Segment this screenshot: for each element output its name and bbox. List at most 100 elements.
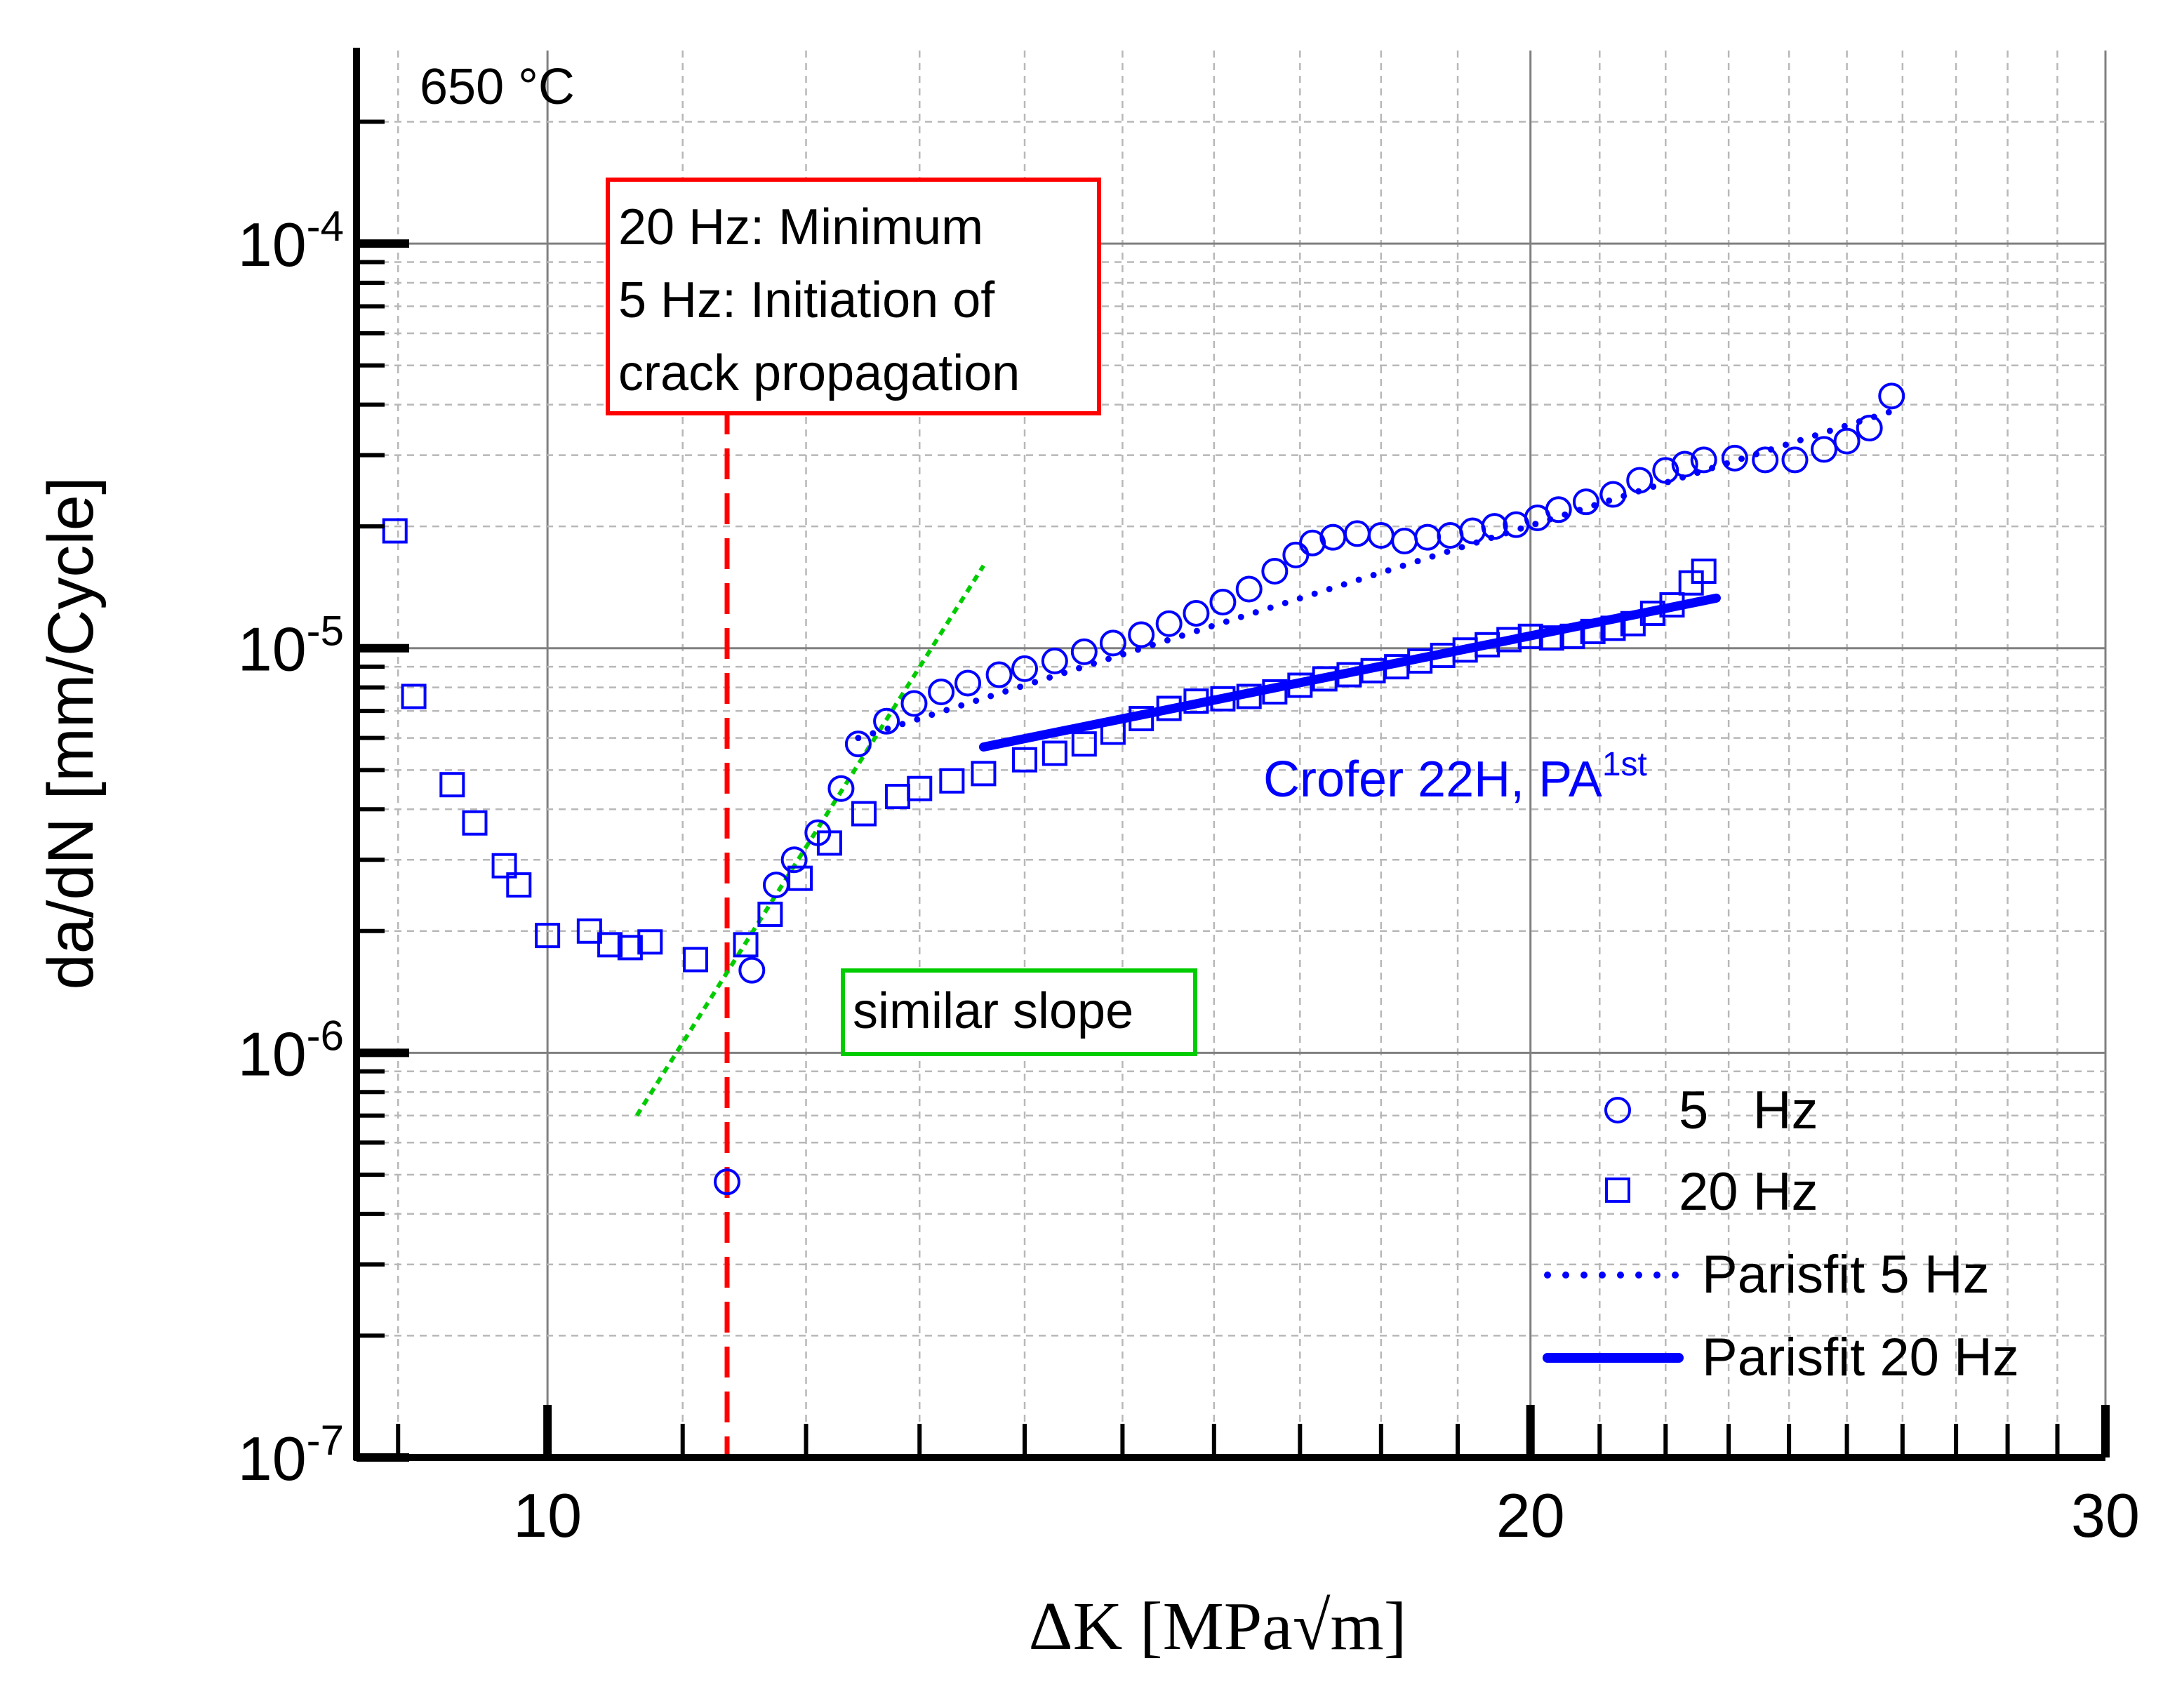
point-20hz: [1659, 592, 1685, 618]
point-5hz: [873, 707, 900, 735]
x-tick-label: 10: [513, 1481, 582, 1550]
point-20hz: [1210, 686, 1236, 712]
fit-lines: [855, 408, 1895, 752]
x-tick-labels: 10 20 30: [513, 1481, 2140, 1550]
y-axis-title: da/dN [mm/Cycle]: [35, 476, 107, 989]
point-5hz: [1099, 629, 1126, 657]
point-5hz: [1459, 517, 1486, 545]
guide-lines: [634, 403, 985, 1457]
y-tick-exponent: -5: [307, 608, 344, 655]
point-20hz: [733, 932, 759, 958]
point-5hz: [1041, 647, 1068, 674]
point-5hz: [1833, 427, 1861, 455]
point-5hz: [1299, 529, 1326, 556]
point-20hz: [1600, 615, 1626, 641]
point-20hz: [1012, 747, 1038, 773]
point-5hz: [1652, 457, 1679, 484]
parisfit-20hz-line: [978, 593, 1721, 752]
point-20hz: [1156, 695, 1182, 721]
red-box-line-1: 20 Hz: Minimum: [618, 199, 983, 255]
y-tick-labels: 10-710-610-510-4: [238, 203, 344, 1493]
point-5hz: [1414, 523, 1442, 551]
point-5hz: [1752, 446, 1779, 474]
point-5hz: [1572, 488, 1599, 516]
point-20hz: [1580, 618, 1606, 644]
point-20hz: [597, 932, 623, 958]
point-20hz: [1100, 719, 1126, 745]
point-20hz: [757, 901, 783, 927]
y-tick-exponent: -4: [307, 203, 344, 250]
point-5hz: [900, 690, 928, 717]
point-20hz: [884, 784, 910, 810]
point-20hz: [1183, 688, 1209, 714]
point-20hz: [1041, 740, 1067, 766]
point-5hz: [1011, 655, 1039, 682]
point-5hz: [1599, 481, 1627, 508]
point-5hz: [714, 1168, 741, 1196]
legend: 5 Hz 20 Hz Parisfit 5 Hz Parisfit 20 Hz: [1543, 1081, 2019, 1387]
point-5hz: [738, 956, 766, 984]
point-20hz: [1287, 672, 1313, 698]
legend-label-5hz: 5 Hz: [1679, 1081, 1818, 1140]
y-tick-exponent: -6: [307, 1012, 344, 1059]
point-5hz: [1319, 523, 1347, 551]
material-label: Crofer 22H, PA1st: [1263, 746, 1647, 808]
point-5hz: [1235, 575, 1263, 603]
point-20hz: [1336, 662, 1362, 688]
red-box-line-3: crack propagation: [618, 345, 1020, 401]
point-5hz: [985, 661, 1013, 688]
point-20hz: [1559, 623, 1585, 649]
x-axis-title: ΔK [MPa√m]: [1029, 1589, 1407, 1664]
point-20hz: [617, 935, 643, 961]
legend-label-parisfit-20hz: Parisfit 20 Hz: [1702, 1328, 2019, 1387]
point-5hz: [1545, 496, 1572, 523]
point-20hz: [462, 810, 488, 836]
x-tick-label: 30: [2071, 1481, 2140, 1550]
y-tick-label: 10-4: [238, 203, 344, 279]
point-5hz: [928, 678, 955, 705]
green-box-label: similar slope: [853, 983, 1133, 1039]
point-20hz: [1691, 558, 1717, 584]
point-5hz: [1671, 451, 1698, 478]
point-5hz: [1282, 541, 1310, 568]
axes: [353, 48, 2110, 1462]
point-5hz: [762, 872, 790, 899]
y-tick-label: 10-6: [238, 1012, 344, 1088]
point-20hz: [1071, 731, 1097, 757]
point-20hz: [1262, 679, 1288, 705]
point-5hz: [1481, 513, 1508, 540]
point-5hz: [954, 669, 982, 697]
point-20hz: [1312, 666, 1338, 692]
point-20hz: [491, 853, 517, 879]
point-5hz: [780, 846, 808, 874]
y-tick-label: 10-7: [238, 1417, 344, 1493]
point-20hz: [851, 801, 877, 827]
point-20hz: [1538, 625, 1564, 651]
point-5hz: [1781, 446, 1809, 474]
point-20hz: [576, 918, 602, 944]
point-5hz: [1128, 621, 1155, 648]
point-5hz: [1183, 599, 1210, 627]
point-20hz: [506, 872, 532, 898]
point-5hz: [1343, 520, 1371, 547]
material-label-sup: 1st: [1602, 746, 1647, 783]
point-5hz: [1811, 436, 1838, 463]
point-5hz: [1070, 638, 1098, 665]
point-20hz: [382, 518, 408, 544]
point-5hz: [1721, 444, 1748, 472]
point-5hz: [1209, 589, 1237, 616]
point-5hz: [827, 775, 855, 802]
point-20hz: [907, 775, 933, 801]
legend-label-20hz: 20 Hz: [1679, 1162, 1818, 1222]
y-tick-base: 10: [238, 1019, 307, 1088]
point-5hz: [1391, 528, 1418, 555]
red-box-line-2: 5 Hz: Initiation of: [618, 272, 995, 328]
point-20hz: [1236, 683, 1262, 709]
y-tick-exponent: -7: [307, 1417, 344, 1464]
y-tick-label: 10-5: [238, 608, 344, 684]
y-tick-base: 10: [238, 615, 307, 684]
legend-label-parisfit-5hz: Parisfit 5 Hz: [1702, 1245, 1990, 1305]
point-5hz: [1690, 446, 1717, 474]
point-20hz: [1639, 600, 1665, 626]
